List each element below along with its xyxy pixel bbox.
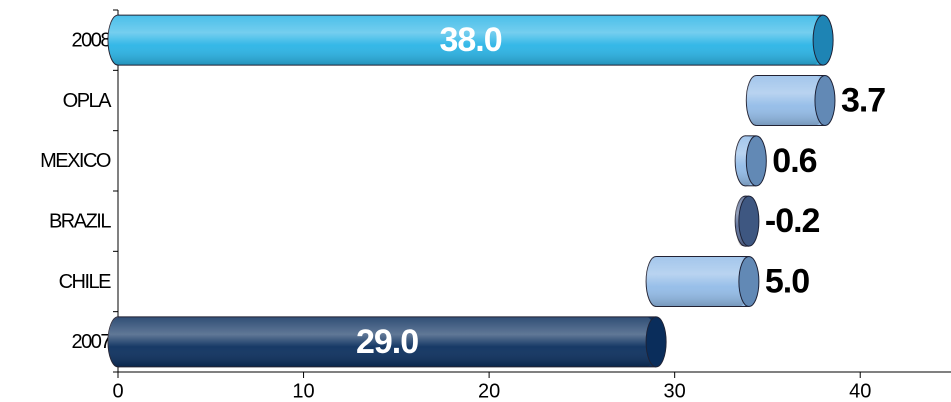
category-label: BRAZIL xyxy=(49,210,111,232)
value-label: 0.6 xyxy=(772,142,816,180)
x-tick-label: 30 xyxy=(664,380,686,402)
bar-cap xyxy=(814,75,836,126)
bar-cap xyxy=(738,256,760,307)
bar-cap-shade xyxy=(813,15,834,66)
x-tick-label: 20 xyxy=(478,380,500,402)
value-label: 29.0 xyxy=(356,323,418,361)
category-label: 2008 xyxy=(72,29,112,51)
category-label: 2007 xyxy=(72,331,112,353)
bar-cap xyxy=(738,195,760,247)
bar-cap-shade xyxy=(814,75,835,126)
bar-cap-shade xyxy=(646,316,667,367)
category-label: CHILE xyxy=(59,271,112,293)
bar-gloss xyxy=(108,316,657,367)
bar-cap xyxy=(645,316,667,368)
bar-gloss xyxy=(108,15,824,66)
bar-cap-shade xyxy=(746,135,767,186)
value-label: 5.0 xyxy=(765,262,809,300)
bar-cap-shade xyxy=(738,256,759,307)
value-label: -0.2 xyxy=(765,202,820,240)
bar-gloss xyxy=(646,256,749,307)
x-tick-label: 0 xyxy=(112,380,123,402)
x-tick-label: 40 xyxy=(849,380,871,402)
bar-cap-shade xyxy=(738,196,759,247)
category-label: OPLA xyxy=(63,90,113,112)
bar-cap xyxy=(745,135,767,187)
value-label: 38.0 xyxy=(439,21,501,59)
x-tick-label: 10 xyxy=(292,380,314,402)
bar-gloss xyxy=(746,75,825,126)
bar-cap xyxy=(812,14,834,66)
value-label: 3.7 xyxy=(841,81,885,119)
category-label: MEXICO xyxy=(40,150,111,172)
